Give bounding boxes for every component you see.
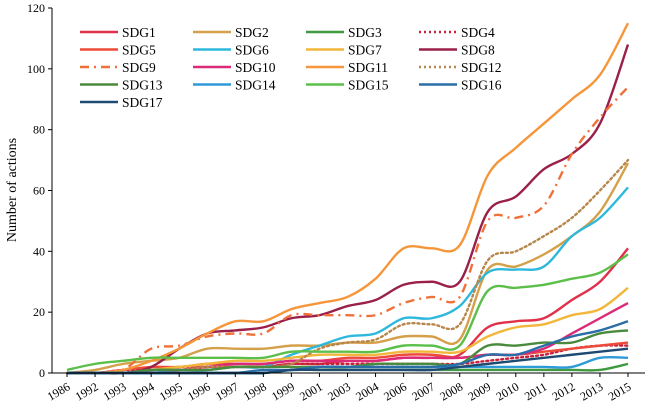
- series-line-sdg15: [66, 253, 629, 372]
- x-tick-label: 2015: [606, 379, 634, 403]
- x-tick-label: 2007: [409, 379, 437, 403]
- legend-label-sdg1: SDG1: [122, 25, 156, 40]
- x-tick-label: 1992: [73, 379, 101, 403]
- series-line-sdg5: [66, 341, 629, 375]
- legend-label-sdg15: SDG15: [348, 78, 389, 93]
- legend-label-sdg16: SDG16: [461, 78, 502, 93]
- series-line-sdg11: [66, 22, 630, 375]
- x-tick-label: 2003: [325, 379, 353, 403]
- x-tick-label: 1994: [129, 379, 157, 403]
- legend-label-sdg17: SDG17: [122, 95, 163, 110]
- x-tick-label: 2008: [437, 379, 465, 403]
- series-line-sdg8: [67, 44, 630, 375]
- legend-label-sdg5: SDG5: [122, 43, 156, 58]
- legend-label-sdg2: SDG2: [235, 25, 269, 40]
- x-tick-label: 2011: [522, 379, 549, 403]
- x-tick-label: 2012: [550, 379, 578, 403]
- x-tick-label: 1993: [101, 379, 129, 403]
- y-tick-label: 100: [27, 62, 45, 76]
- x-tick-label: 2010: [494, 379, 522, 403]
- series-line-sdg9: [66, 86, 629, 375]
- x-tick-label: 2009: [465, 379, 493, 403]
- x-tick-label: 1999: [269, 379, 297, 403]
- x-tick-label: 1995: [157, 379, 185, 403]
- y-tick-label: 120: [27, 1, 45, 15]
- x-tick-label: 2004: [353, 379, 381, 403]
- legend-label-sdg9: SDG9: [122, 60, 156, 75]
- x-tick-label: 1997: [213, 379, 241, 403]
- legend-label-sdg6: SDG6: [235, 43, 269, 58]
- series-line-sdg16: [67, 320, 629, 375]
- legend-label-sdg3: SDG3: [348, 25, 382, 40]
- legend-label-sdg7: SDG7: [348, 43, 382, 58]
- x-tick-label: 2006: [381, 379, 409, 403]
- y-axis-label: Number of actions: [5, 138, 20, 242]
- y-tick-label: 0: [39, 366, 45, 380]
- x-tick-label: 1998: [241, 379, 269, 403]
- legend-label-sdg14: SDG14: [235, 78, 276, 93]
- y-tick-label: 20: [33, 305, 45, 319]
- x-tick-label: 1986: [45, 379, 73, 403]
- x-tick-label: 2013: [578, 379, 606, 403]
- y-tick-label: 80: [33, 123, 45, 137]
- legend-label-sdg10: SDG10: [235, 60, 276, 75]
- legend-label-sdg12: SDG12: [461, 60, 502, 75]
- y-tick-label: 60: [33, 184, 45, 198]
- x-tick-label: 1996: [185, 379, 213, 403]
- legend-label-sdg11: SDG11: [348, 60, 388, 75]
- legend-label-sdg4: SDG4: [461, 25, 495, 40]
- y-tick-label: 40: [33, 244, 45, 258]
- legend-label-sdg13: SDG13: [122, 78, 163, 93]
- x-tick-label: 2001: [297, 379, 325, 403]
- legend-label-sdg8: SDG8: [461, 43, 495, 58]
